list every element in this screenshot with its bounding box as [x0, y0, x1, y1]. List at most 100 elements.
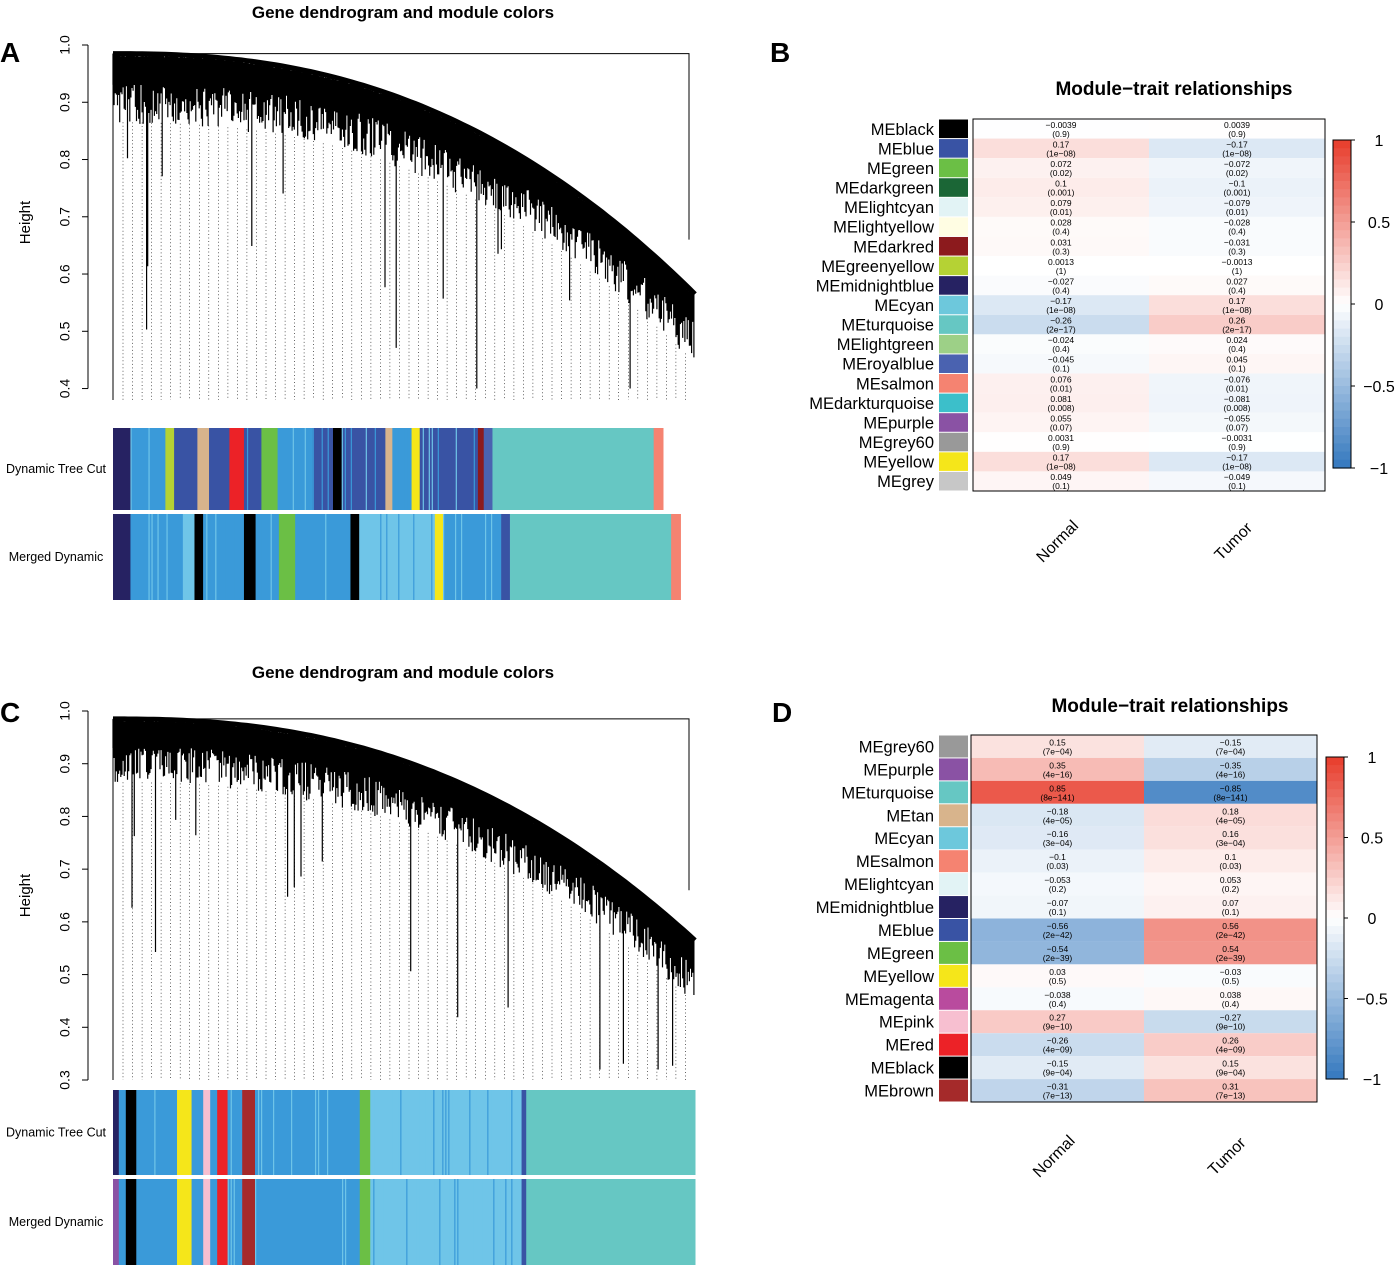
cell-value: 0.027 — [1226, 276, 1248, 286]
module-block-blue — [521, 1179, 527, 1265]
legend-step — [1326, 1070, 1344, 1080]
module-stripe — [382, 1179, 384, 1265]
heatmap-cell — [973, 119, 1149, 139]
legend-step — [1326, 861, 1344, 871]
legend-step — [1333, 279, 1351, 289]
heatmap-cell — [1149, 275, 1325, 296]
module-block-green — [359, 1090, 371, 1175]
heatmap-cell — [1149, 256, 1325, 276]
module-block-pink — [203, 1179, 211, 1265]
legend-tick-label: 0.5 — [1368, 215, 1390, 232]
module-stripe — [333, 1090, 335, 1175]
cell-pvalue: (0.01) — [1226, 207, 1248, 217]
legend-step — [1333, 156, 1351, 166]
cell-value: −0.85 — [1220, 783, 1242, 793]
legend-step — [1326, 757, 1344, 766]
module-stripe — [469, 1090, 471, 1175]
cell-value: 0.16 — [1222, 829, 1239, 839]
cell-value: 0.03 — [1049, 967, 1066, 977]
module-swatch-grey — [939, 471, 968, 491]
cell-value: −0.024 — [1048, 335, 1075, 345]
module-stripe — [398, 514, 400, 600]
heatmap-row-memagenta: MEmagenta −0.038(0.4)0.038(0.4) — [845, 987, 1317, 1011]
module-stripe — [395, 428, 397, 510]
heatmap-row-mecyan: MEcyan −0.17(1e−08)0.17(1e−08) — [874, 295, 1325, 315]
legend-step — [1326, 805, 1344, 814]
heatmap-row-mesalmon: MEsalmon 0.076(0.01)−0.076(0.01) — [856, 373, 1325, 393]
module-color-track-merged: Merged Dynamic — [9, 1179, 696, 1265]
row-label: MEblue — [878, 922, 934, 940]
cell-pvalue: (1e−08) — [1222, 462, 1252, 472]
module-block-blue — [521, 1090, 527, 1175]
cell-value: −0.0013 — [1222, 257, 1253, 267]
cell-value: −0.56 — [1047, 921, 1069, 931]
color-legend: 1 0.5 0 −0.5 −1 — [1332, 133, 1395, 478]
cell-pvalue: (0.3) — [1052, 246, 1070, 256]
cell-value: −0.1 — [1229, 179, 1246, 189]
cell-pvalue: (0.1) — [1228, 481, 1246, 491]
heatmap-row-melightgreen: MElightgreen −0.024(0.4)0.024(0.4) — [837, 334, 1325, 354]
legend-step — [1326, 853, 1344, 863]
module-stripe — [433, 1179, 435, 1265]
module-block-lightblue — [359, 514, 436, 600]
module-stripe — [350, 428, 352, 510]
cell-value: 0.0039 — [1224, 120, 1250, 130]
track-label: Merged Dynamic — [9, 1215, 103, 1229]
module-block-lightblue — [182, 514, 195, 600]
heatmap-row-melightcyan: MElightcyan 0.079(0.01)−0.079(0.01) — [844, 197, 1325, 217]
row-label: MEturquoise — [841, 317, 934, 335]
legend-step — [1333, 312, 1351, 321]
module-block-brown — [242, 1090, 256, 1175]
heatmap-cell — [1149, 138, 1325, 159]
module-stripe — [151, 1179, 153, 1265]
module-block-turquoise — [526, 1179, 696, 1265]
heatmap-border — [972, 118, 1326, 492]
legend-step — [1326, 1054, 1344, 1064]
cell-value: 0.17 — [1053, 139, 1070, 149]
legend-step — [1333, 271, 1351, 280]
legend-step — [1326, 974, 1344, 983]
cell-pvalue: (4e−05) — [1216, 815, 1246, 825]
heatmap-row-megreen: MEgreen −0.54(2e−39)0.54(2e−39) — [867, 941, 1317, 965]
legend-step — [1333, 189, 1351, 198]
cell-value: 0.0031 — [1048, 433, 1074, 443]
heatmap-cell — [971, 1056, 1144, 1080]
module-stripe — [354, 1179, 356, 1265]
legend-step — [1326, 918, 1344, 927]
heatmap-cell — [973, 216, 1149, 237]
cell-pvalue: (4e−09) — [1216, 1045, 1246, 1055]
heatmap-cell — [971, 849, 1144, 873]
legend-step — [1326, 926, 1344, 935]
module-swatch-red — [939, 1033, 968, 1056]
heatmap-row-metan: MEtan −0.18(4e−05)0.18(4e−05) — [886, 803, 1317, 827]
heatmap-row-melightcyan: MElightcyan −0.053(0.2)0.053(0.2) — [844, 872, 1317, 896]
row-label: MEgreen — [867, 945, 934, 963]
legend-tick-label: 0 — [1375, 297, 1384, 314]
cell-pvalue: (1e−08) — [1222, 305, 1252, 315]
legend-step — [1326, 990, 1344, 1000]
legend-tick-label: −0.5 — [1356, 992, 1388, 1009]
module-stripe — [315, 1090, 317, 1175]
module-swatch-darkred — [939, 236, 968, 256]
cell-value: −0.31 — [1047, 1082, 1069, 1092]
cell-pvalue: (0.9) — [1052, 129, 1070, 139]
cell-pvalue: (0.03) — [1219, 861, 1241, 871]
cell-pvalue: (0.07) — [1050, 422, 1072, 432]
module-swatch-green — [939, 158, 968, 178]
module-swatch-salmon — [939, 374, 968, 393]
module-block-salmon — [653, 428, 664, 510]
module-stripe — [418, 1090, 420, 1175]
heatmap-cell — [1149, 216, 1325, 237]
module-block-blue — [209, 428, 230, 510]
heatmap-cell — [1144, 803, 1317, 827]
module-stripe — [342, 1179, 344, 1265]
row-label: MElightgreen — [837, 336, 934, 354]
module-block-darkred — [477, 428, 485, 510]
heatmap-cell — [1149, 158, 1325, 178]
cell-value: 0.56 — [1222, 921, 1239, 931]
heatmap-row-meblack: MEblack −0.0039(0.9)0.0039(0.9) — [871, 119, 1325, 139]
module-block-blue — [174, 428, 198, 510]
y-tick-label: 0.3 — [57, 1070, 73, 1090]
module-swatch-turquoise — [939, 781, 968, 804]
row-label: MEdarkturquoise — [809, 395, 934, 413]
